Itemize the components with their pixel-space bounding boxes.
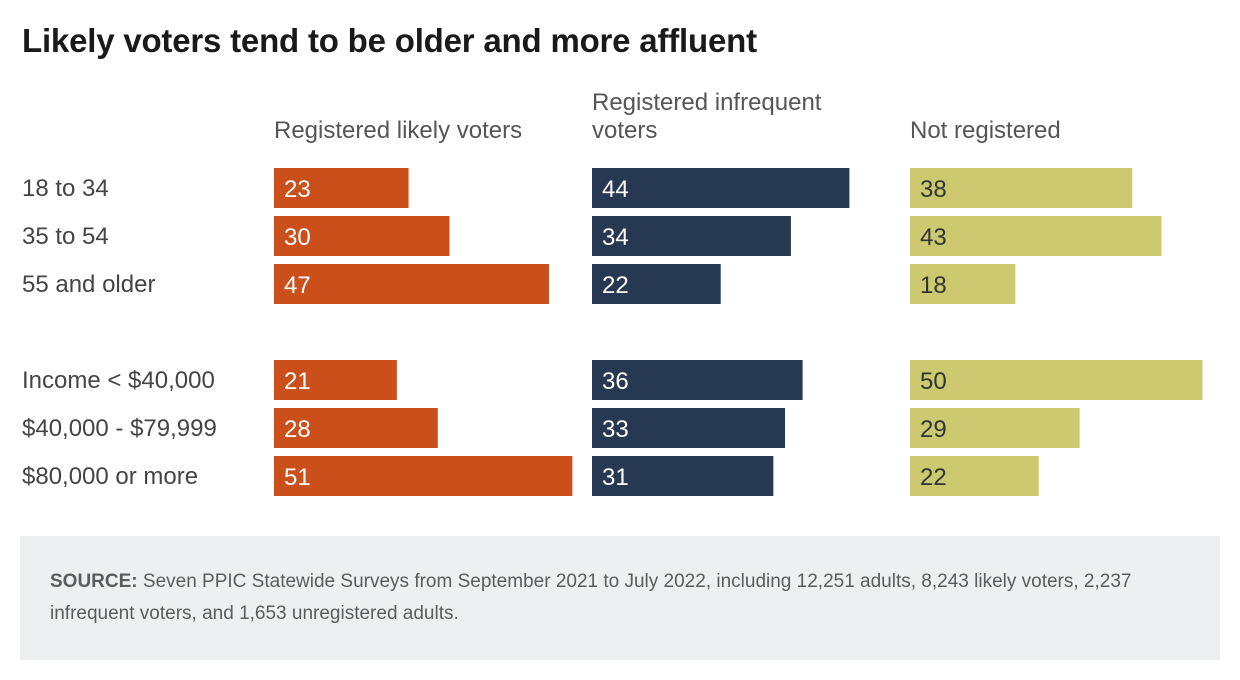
category-label: $40,000 - $79,999 <box>22 415 217 442</box>
bar-value-label: 51 <box>284 464 311 491</box>
source-text: Seven PPIC Statewide Surveys from Septem… <box>50 571 1132 624</box>
bar-value-label: 43 <box>920 224 947 251</box>
bar-value-label: 44 <box>602 176 629 203</box>
bar-value-label: 18 <box>920 272 947 299</box>
bar-value-label: 22 <box>920 464 947 491</box>
bar <box>592 168 850 208</box>
bar <box>592 360 803 400</box>
bar <box>910 360 1203 400</box>
bar-value-label: 31 <box>602 464 629 491</box>
bar-value-label: 38 <box>920 176 947 203</box>
bar-value-label: 36 <box>602 368 629 395</box>
source-note: SOURCE: Seven PPIC Statewide Surveys fro… <box>20 536 1220 660</box>
bar <box>592 408 786 448</box>
bar <box>274 216 450 256</box>
bar <box>910 264 1016 304</box>
bar <box>910 408 1080 448</box>
bar <box>592 216 791 256</box>
bar <box>910 168 1133 208</box>
bar-value-label: 47 <box>284 272 311 299</box>
bar <box>910 216 1162 256</box>
category-label: $80,000 or more <box>22 463 198 490</box>
bar-value-label: 50 <box>920 368 947 395</box>
category-label: Income < $40,000 <box>22 367 215 394</box>
category-label: 18 to 34 <box>22 175 109 202</box>
bar-value-label: 21 <box>284 368 311 395</box>
legend-header-2-line-0: Not registered <box>910 117 1061 144</box>
bar-value-label: 33 <box>602 416 629 443</box>
bar <box>910 456 1039 496</box>
legend-header-1-line-0: Registered infrequent <box>592 89 822 116</box>
category-label: 55 and older <box>22 271 155 298</box>
bar-value-label: 29 <box>920 416 947 443</box>
bar <box>274 264 549 304</box>
category-label: 35 to 54 <box>22 223 109 250</box>
bar-value-label: 28 <box>284 416 311 443</box>
bar-value-label: 34 <box>602 224 629 251</box>
bar-value-label: 23 <box>284 176 311 203</box>
legend-header-0-line-0: Registered likely voters <box>274 117 522 144</box>
bar <box>274 168 409 208</box>
bar <box>274 456 573 496</box>
bar <box>592 456 774 496</box>
legend-header-1-line-1: voters <box>592 117 657 144</box>
bar <box>274 360 397 400</box>
source-label: SOURCE: <box>50 571 138 592</box>
bar-value-label: 30 <box>284 224 311 251</box>
chart-title: Likely voters tend to be older and more … <box>22 22 757 59</box>
bar-chart: Registered likely voters Registered infre… <box>22 89 1203 496</box>
bar <box>592 264 721 304</box>
bar-value-label: 22 <box>602 272 629 299</box>
bar <box>274 408 438 448</box>
